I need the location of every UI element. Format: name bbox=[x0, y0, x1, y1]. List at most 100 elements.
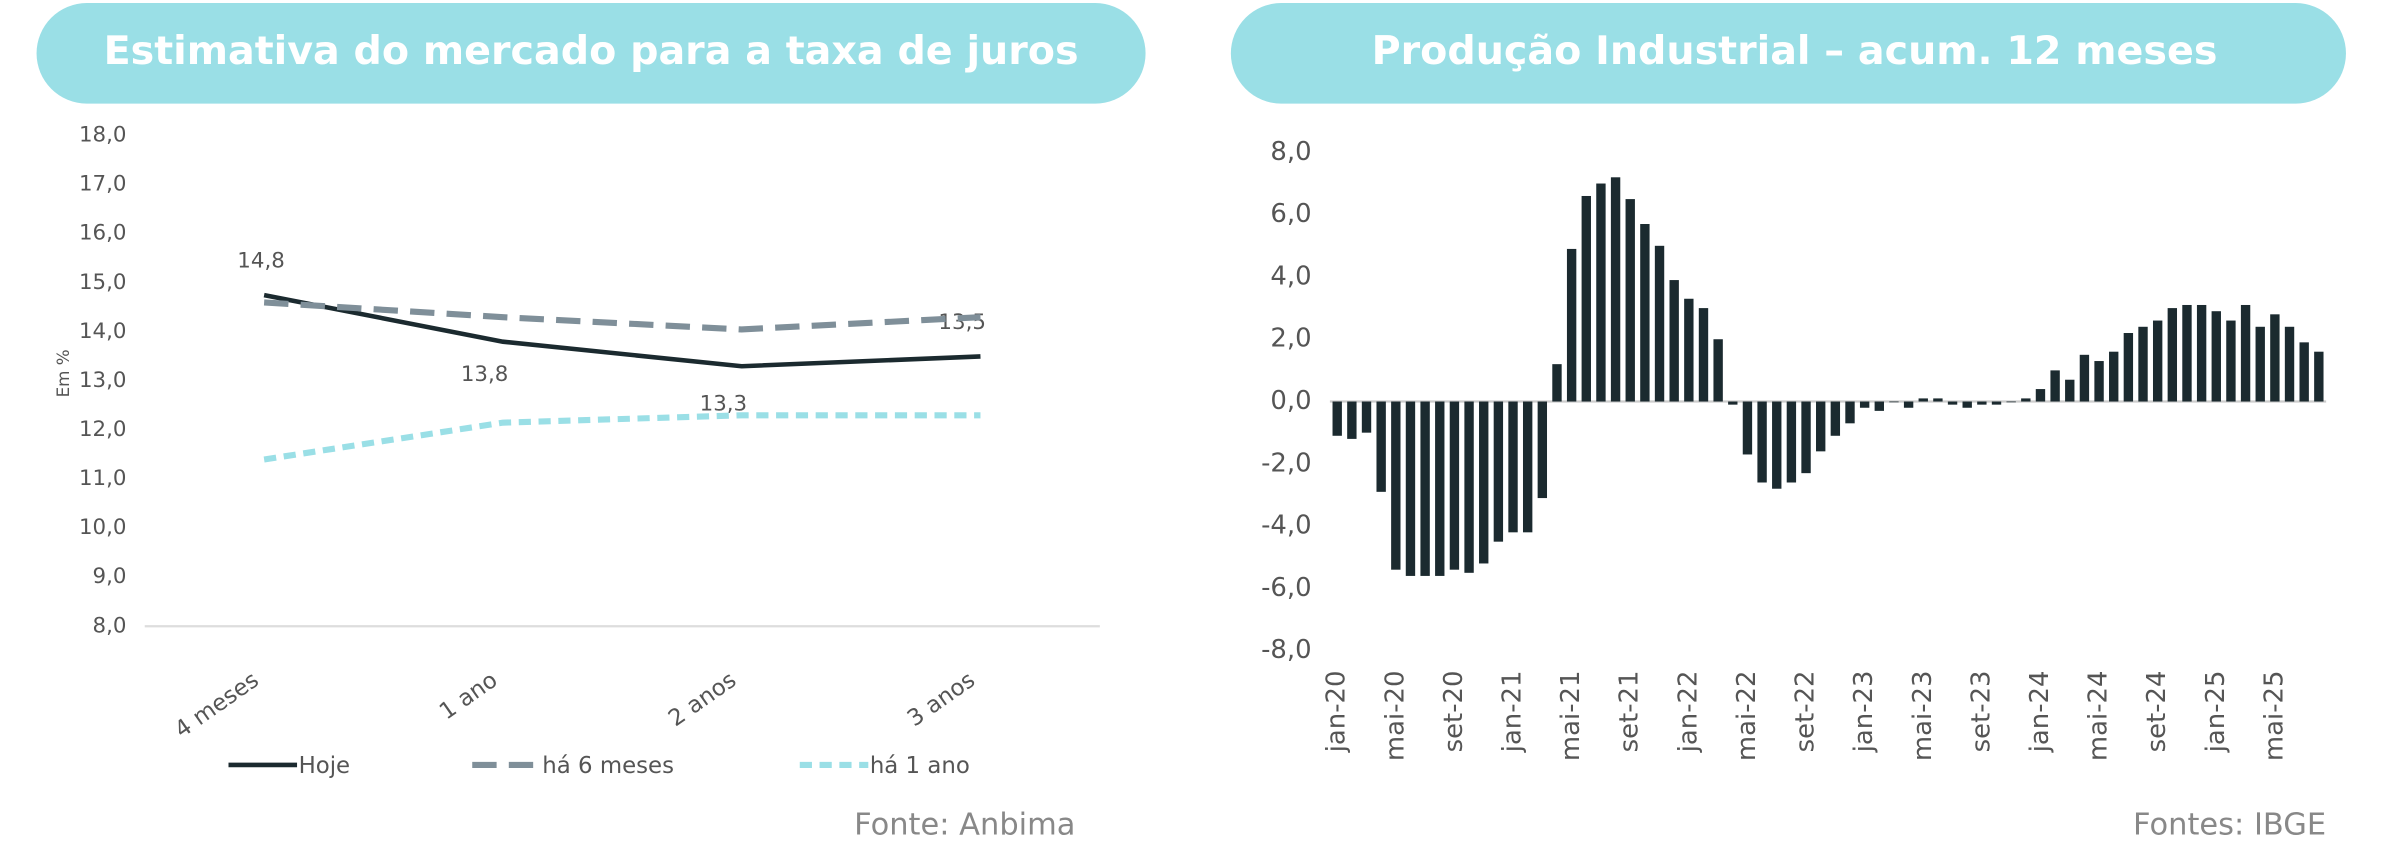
bar bbox=[2035, 389, 2046, 402]
bar bbox=[1493, 401, 1504, 542]
y-tick-label: 4,0 bbox=[1270, 261, 1311, 291]
data-label: 13,3 bbox=[700, 391, 747, 416]
bar bbox=[1772, 401, 1782, 489]
bar bbox=[1464, 401, 1474, 573]
x-tick-label: 2 anos bbox=[664, 667, 741, 732]
y-tick-label: 8,0 bbox=[93, 613, 127, 638]
bar bbox=[1830, 401, 1841, 436]
x-tick-label: set-21 bbox=[1615, 670, 1645, 752]
bar bbox=[1801, 401, 1811, 474]
bar bbox=[1669, 280, 1679, 402]
bar bbox=[1757, 401, 1767, 483]
x-tick-label: set-20 bbox=[1439, 670, 1469, 752]
bar bbox=[1889, 401, 1899, 403]
x-tick-label: 1 ano bbox=[435, 667, 503, 725]
bar bbox=[2314, 351, 2324, 402]
bar bbox=[1654, 245, 1665, 402]
y-tick-label: 9,0 bbox=[93, 564, 127, 589]
bar bbox=[2006, 401, 2016, 403]
bar bbox=[1391, 401, 1401, 570]
data-label: 13,8 bbox=[461, 362, 508, 387]
x-tick-label: mai-22 bbox=[1732, 670, 1762, 761]
y-tick-label: 18,0 bbox=[79, 123, 126, 148]
x-tick-label: jan-22 bbox=[1673, 670, 1703, 753]
bar bbox=[1859, 401, 1870, 408]
bar bbox=[2211, 311, 2221, 402]
bar bbox=[1347, 401, 1357, 439]
bar bbox=[2196, 304, 2207, 402]
y-tick-label: -2,0 bbox=[1261, 448, 1312, 478]
bar bbox=[1742, 401, 1753, 455]
bar bbox=[1625, 199, 1635, 402]
bar bbox=[1376, 401, 1386, 492]
bar bbox=[1962, 401, 1972, 408]
bar bbox=[1640, 224, 1650, 402]
x-tick-label: mai-20 bbox=[1380, 670, 1410, 761]
x-tick-label: jan-23 bbox=[1849, 670, 1879, 753]
bar bbox=[1596, 183, 1606, 402]
x-tick-label: 4 meses bbox=[170, 667, 264, 743]
bar bbox=[1845, 401, 1855, 424]
x-tick-label: set-23 bbox=[1966, 670, 1996, 752]
bar bbox=[2138, 326, 2148, 402]
x-tick-label: mai-23 bbox=[1908, 670, 1938, 761]
x-tick-label: mai-24 bbox=[2084, 670, 2114, 761]
bar bbox=[1713, 339, 1723, 402]
chart-title: Estimativa do mercado para a taxa de jur… bbox=[104, 28, 1079, 74]
x-tick-label: set-22 bbox=[1791, 670, 1821, 752]
x-tick-label: set-24 bbox=[2142, 670, 2172, 752]
bar bbox=[2240, 304, 2251, 402]
bar bbox=[2079, 354, 2090, 402]
bar bbox=[1786, 401, 1797, 483]
bar bbox=[1508, 401, 1518, 533]
bar bbox=[1684, 298, 1694, 402]
bar bbox=[1332, 401, 1342, 436]
bar bbox=[1581, 195, 1591, 402]
bar bbox=[1947, 401, 1958, 405]
x-tick-label: jan-24 bbox=[2025, 670, 2055, 753]
bar bbox=[1933, 398, 1943, 402]
x-tick-label: jan-25 bbox=[2201, 670, 2231, 753]
legend-label: há 1 ano bbox=[870, 753, 970, 779]
bar bbox=[1449, 401, 1460, 570]
bar bbox=[1610, 177, 1621, 402]
bar bbox=[1903, 401, 1914, 408]
data-label: 14,8 bbox=[237, 249, 284, 274]
x-tick-label: mai-25 bbox=[2259, 670, 2289, 761]
y-tick-label: -8,0 bbox=[1261, 635, 1312, 665]
y-tick-label: -4,0 bbox=[1261, 511, 1312, 541]
bar bbox=[2255, 326, 2265, 402]
bar bbox=[2021, 398, 2031, 402]
bar bbox=[2123, 333, 2134, 402]
bar bbox=[2094, 361, 2104, 402]
legend-label: Hoje bbox=[299, 753, 351, 779]
bar bbox=[2152, 320, 2163, 402]
line bbox=[263, 412, 981, 463]
y-tick-label: 14,0 bbox=[79, 319, 126, 344]
data-label: 13,5 bbox=[938, 310, 985, 335]
y-tick-label: 17,0 bbox=[79, 172, 126, 197]
bar bbox=[1816, 401, 1826, 452]
bar bbox=[1874, 401, 1884, 411]
title-pill bbox=[1230, 3, 2346, 104]
source: Fonte: Anbima bbox=[854, 807, 1075, 842]
source: Fontes: IBGE bbox=[2133, 807, 2326, 842]
bar bbox=[1479, 401, 1489, 564]
bar bbox=[2065, 379, 2075, 402]
bar bbox=[2226, 320, 2236, 402]
bar bbox=[2167, 308, 2178, 402]
bar bbox=[1728, 401, 1738, 405]
y-tick-label: -6,0 bbox=[1261, 573, 1312, 603]
y-tick-label: 0,0 bbox=[1270, 386, 1311, 416]
line bbox=[263, 292, 981, 369]
y-axis-label: Em % bbox=[53, 349, 73, 397]
bar bbox=[2109, 351, 2119, 402]
bar bbox=[1361, 401, 1372, 433]
y-tick-label: 8,0 bbox=[1270, 137, 1311, 167]
bar bbox=[1420, 401, 1430, 576]
y-tick-label: 10,0 bbox=[79, 515, 126, 540]
bar bbox=[1991, 401, 2002, 405]
x-tick-label: jan-20 bbox=[1322, 670, 1352, 753]
y-tick-label: 2,0 bbox=[1270, 324, 1311, 354]
